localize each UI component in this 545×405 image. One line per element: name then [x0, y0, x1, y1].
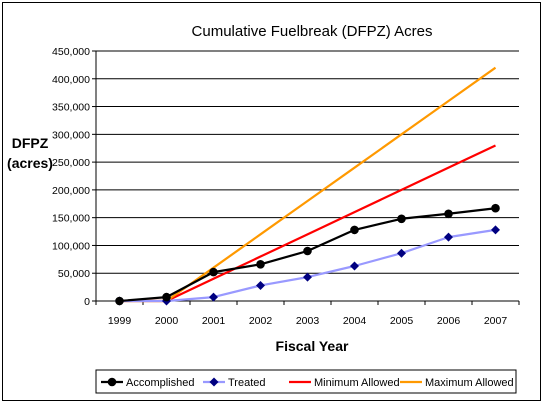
data-point [397, 248, 406, 258]
legend-label: Accomplished [126, 377, 194, 389]
legend-marker [209, 377, 219, 387]
data-point [209, 267, 218, 277]
x-tick-label: 2006 [437, 315, 461, 327]
y-axis-label-line1: DFPZ [12, 135, 49, 151]
x-axis-label: Fiscal Year [276, 338, 349, 354]
x-tick-label: 2005 [390, 315, 414, 327]
x-tick-label: 2007 [484, 315, 508, 327]
data-point [350, 261, 359, 271]
x-tick-label: 2000 [155, 315, 179, 327]
legend-label: Maximum Allowed [425, 377, 514, 389]
data-point [444, 209, 453, 219]
legend-item: Minimum Allowed [289, 377, 400, 389]
y-tick-label: 250,000 [52, 157, 90, 169]
series-accomplished [115, 203, 500, 306]
data-point [303, 272, 312, 282]
plot-area: 0 50,000 100,000 150,000 200,000 250,000 300,0… [52, 46, 520, 327]
y-tick-label: 450,000 [52, 46, 90, 58]
data-point [256, 260, 265, 269]
x-tick-label: 2003 [296, 315, 320, 327]
x-tick-label: 2001 [202, 315, 226, 327]
legend-label: Minimum Allowed [314, 377, 400, 389]
series-minimum-allowed [119, 144, 496, 303]
data-point [350, 225, 359, 235]
y-tick-label: 300,000 [52, 129, 90, 141]
plot-background [96, 51, 519, 301]
data-point [162, 292, 171, 302]
legend-item: Maximum Allowed [400, 377, 514, 389]
y-tick-labels: 0 50,000 100,000 150,000 200,000 250,000 300,0… [52, 46, 90, 308]
data-point [397, 214, 406, 224]
y-tick-label: 350,000 [52, 102, 90, 114]
x-tick-label: 2004 [343, 315, 367, 327]
x-tick-label: 1999 [108, 315, 132, 327]
data-point [491, 225, 500, 235]
legend-item: Accomplished [101, 377, 194, 389]
y-axis-label-line2: (acres) [7, 155, 53, 171]
legend-marker [107, 377, 117, 387]
x-tick-labels: 1999 2000 2001 2002 2003 2004 2005 2006 2007 [108, 315, 508, 327]
data-point [444, 232, 453, 242]
chart-title: Cumulative Fuelbreak (DFPZ) Acres [192, 23, 433, 40]
legend-label: Treated [228, 377, 266, 389]
data-point [115, 296, 124, 306]
series-line [119, 144, 496, 303]
legend-item: Treated [203, 377, 266, 389]
legend: Accomplished Treated Minimum Allowed Maximu… [95, 369, 517, 394]
data-point [256, 280, 265, 290]
x-tick-label: 2002 [249, 315, 273, 327]
y-tick-label: 200,000 [52, 185, 90, 197]
y-tick-label: 50,000 [58, 268, 90, 280]
y-tick-label: 100,000 [52, 240, 90, 252]
series-lines [115, 66, 500, 306]
y-tick-label: 400,000 [52, 74, 90, 86]
data-point [303, 246, 312, 256]
data-point [491, 203, 500, 213]
y-tick-label: 0 [84, 296, 90, 308]
data-point [209, 292, 218, 302]
y-tick-label: 150,000 [52, 213, 90, 225]
